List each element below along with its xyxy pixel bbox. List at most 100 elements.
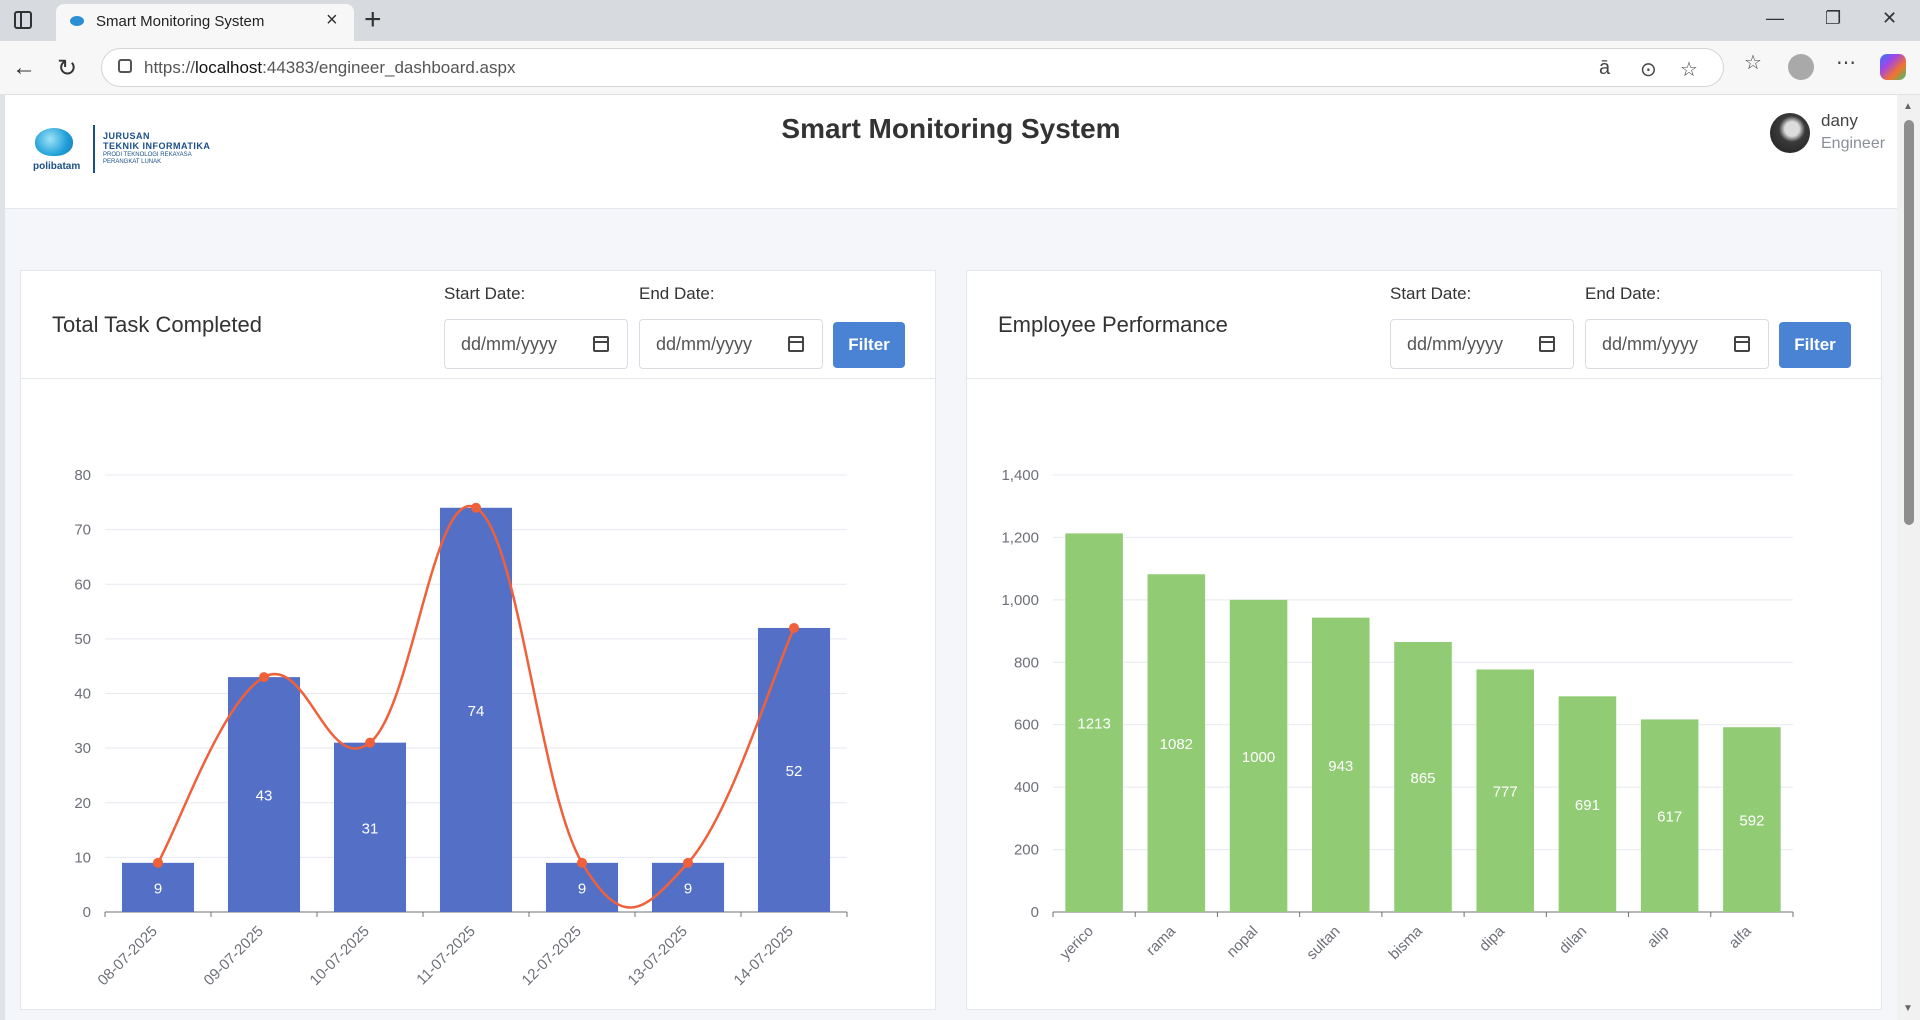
x-tick-label: 13-07-2025 [625,923,691,989]
start-date-placeholder: dd/mm/yyyy [1407,334,1504,354]
logo-department: JURUSAN TEKNIK INFORMATIKA [103,131,211,151]
trend-point [577,857,587,868]
trend-point [365,737,375,748]
trend-point [789,622,799,633]
start-date-label: Start Date: [444,284,526,303]
bar [1558,696,1617,912]
card-header: Total Task Completed Start Date: End Dat… [21,271,935,379]
scroll-down-icon[interactable]: ▼ [1903,1003,1913,1014]
back-icon[interactable]: ← [12,54,36,81]
x-tick-label: 08-07-2025 [95,923,161,989]
bar-value-label: 9 [154,880,162,897]
browser-tab-bar: Smart Monitoring System × + — ❐ ✕ [0,0,1920,41]
bar-value-label: 1082 [1160,736,1193,753]
task-chart: 0 10 20 30 40 50 60 70 80 9 08-07-2025 43 09-07-2025… [74,467,848,989]
bar [545,862,619,912]
read-aloud-icon[interactable]: ā [1599,57,1611,79]
y-tick-label: 30 [74,740,91,757]
settings-more-icon[interactable]: ⋯ [1836,52,1856,74]
bar [1229,599,1288,912]
x-tick-label: 09-07-2025 [201,923,267,989]
favicon-icon [70,16,84,26]
url-field[interactable]: https://localhost:44383/engineer_dashboa… [101,48,1724,87]
x-tick-label: alip [1644,923,1673,952]
bar [1065,533,1123,912]
scroll-thumb[interactable] [1904,120,1914,525]
start-date-label: Start Date: [1390,284,1472,303]
end-date-label: End Date: [1585,284,1661,303]
y-tick-label: 40 [74,686,91,703]
site-header: polibatam JURUSAN TEKNIK INFORMATIKA PRO… [5,95,1897,209]
x-tick-label: dilan [1556,923,1590,957]
minimize-icon[interactable]: — [1766,8,1784,28]
filter-button[interactable]: Filter [1779,322,1851,368]
calendar-icon[interactable] [1539,336,1555,352]
refresh-icon[interactable]: ↻ [57,55,78,82]
bar-value-label: 592 [1739,813,1764,830]
calendar-icon[interactable] [1734,336,1750,352]
x-tick-label: nopal [1223,923,1261,961]
end-date-input[interactable]: dd/mm/yyyy [639,319,823,369]
tab-actions-icon[interactable] [14,11,32,29]
close-window-icon[interactable]: ✕ [1882,8,1898,28]
end-date-input[interactable]: dd/mm/yyyy [1585,319,1769,369]
performance-chart: 0 200 400 600 800 1,000 1,200 1,400 1213 yerico 10… [1001,467,1794,963]
scroll-up-icon[interactable]: ▲ [1903,101,1913,112]
bar [1394,641,1452,912]
calendar-icon[interactable] [788,336,804,352]
address-bar-row: ← ↻ https://localhost:44383/engineer_das… [0,41,1920,95]
trend-point [259,672,269,683]
filter-button[interactable]: Filter [833,322,905,368]
x-tick-label: 11-07-2025 [413,923,478,988]
page-scrollbar[interactable]: ▲ ▼ [1897,95,1920,1020]
bar-value-label: 943 [1328,758,1353,775]
bar [1723,727,1781,912]
y-tick-label: 80 [74,467,91,484]
bar [1476,669,1534,912]
browser-tab[interactable]: Smart Monitoring System × [56,4,354,41]
x-tick-label: bisma [1386,922,1427,963]
employee-performance-card: Employee Performance Start Date: End Dat… [966,270,1882,1010]
y-tick-label: 1,200 [1001,529,1039,546]
y-tick-label: 50 [74,631,91,648]
restore-icon[interactable]: ❐ [1825,8,1842,28]
page: polibatam JURUSAN TEKNIK INFORMATIKA PRO… [5,95,1897,1020]
start-date-input[interactable]: dd/mm/yyyy [444,319,628,369]
y-tick-label: 0 [1031,904,1039,921]
new-tab-icon[interactable]: + [364,3,382,36]
y-tick-label: 20 [74,795,91,812]
y-tick-label: 0 [83,904,91,921]
bar-value-label: 31 [362,820,379,837]
close-tab-icon[interactable]: × [326,9,338,31]
polibatam-logo-icon [35,128,73,156]
y-tick-label: 70 [74,522,91,539]
bar-value-label: 52 [786,763,803,780]
end-date-label: End Date: [639,284,715,303]
y-tick-label: 200 [1014,842,1039,859]
card-title: Employee Performance [998,312,1228,337]
bar-value-label: 777 [1493,784,1518,801]
favorites-icon[interactable]: ☆ [1744,52,1762,74]
bar [333,742,407,912]
user-avatar[interactable] [1770,113,1810,153]
profile-icon[interactable] [1788,54,1814,80]
start-date-input[interactable]: dd/mm/yyyy [1390,319,1574,369]
bar-value-label: 74 [468,703,485,720]
total-task-card: Total Task Completed Start Date: End Dat… [20,270,936,1010]
logo-divider [93,125,95,173]
trend-point [683,857,693,868]
logo-text: polibatam [33,161,81,172]
copilot-icon[interactable] [1880,54,1906,80]
x-tick-label: dipa [1476,922,1509,955]
bar [1312,617,1370,912]
bar [227,677,301,912]
logo-program: PRODI TEKNOLOGI REKAYASA PERANGKAT LUNAK [103,152,192,165]
calendar-icon[interactable] [593,336,609,352]
favorite-star-icon[interactable]: ☆ [1680,59,1698,81]
card-title: Total Task Completed [52,312,262,337]
site-info-icon[interactable] [118,59,132,73]
y-tick-label: 600 [1014,717,1039,734]
x-tick-label: 10-07-2025 [307,923,373,989]
end-date-placeholder: dd/mm/yyyy [656,334,753,354]
more-tools-icon[interactable]: ⊙ [1640,59,1657,81]
